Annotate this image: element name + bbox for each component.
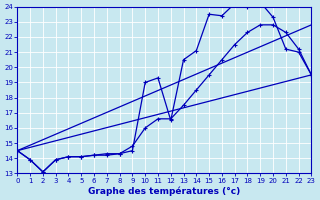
X-axis label: Graphe des températures (°c): Graphe des températures (°c) [88, 186, 241, 196]
